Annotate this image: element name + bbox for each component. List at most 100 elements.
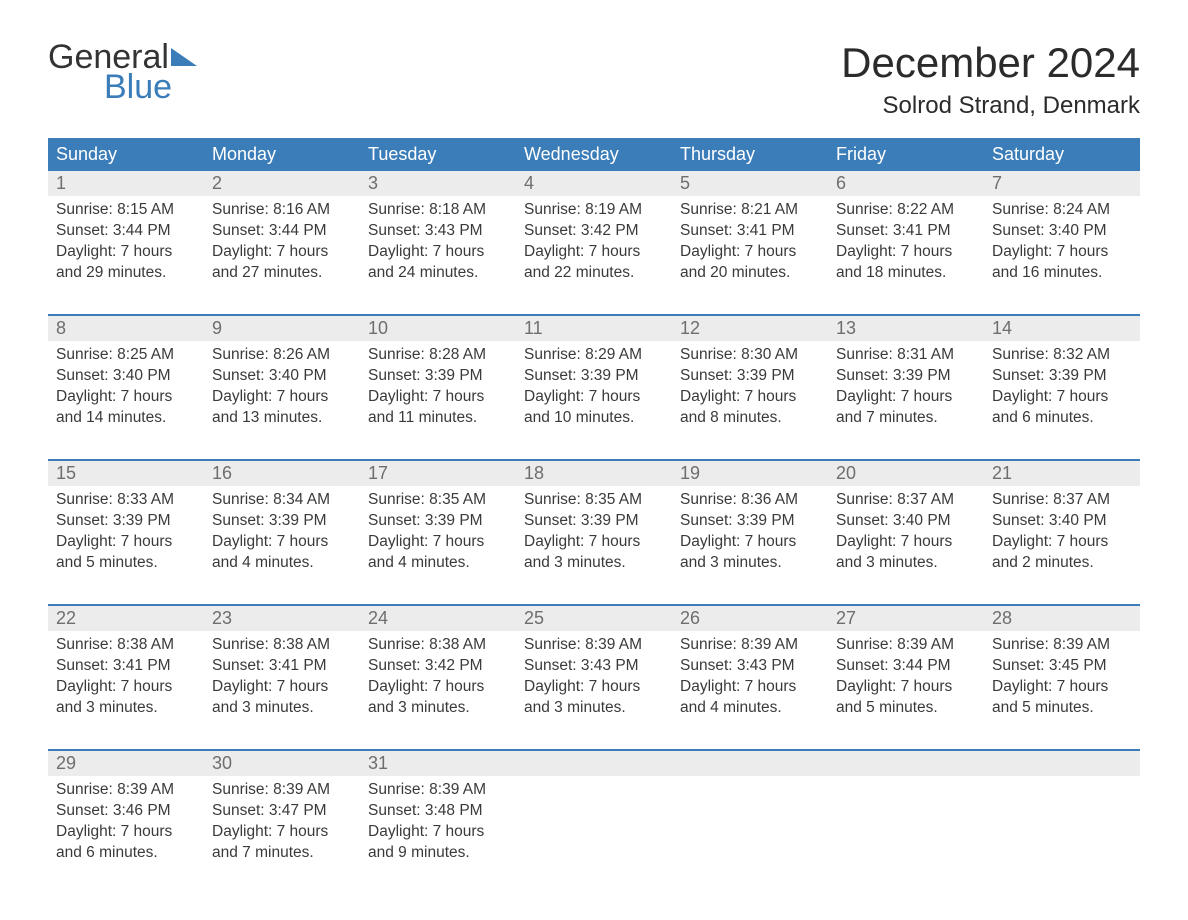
day-cell: Sunrise: 8:39 AMSunset: 3:47 PMDaylight:… (204, 776, 360, 880)
daylight-text-2: and 3 minutes. (524, 553, 664, 574)
day-number: 11 (516, 316, 672, 341)
daylight-text-2: and 18 minutes. (836, 263, 976, 284)
week-row: 1234567Sunrise: 8:15 AMSunset: 3:44 PMDa… (48, 171, 1140, 300)
day-number: 26 (672, 606, 828, 631)
sunset-text: Sunset: 3:41 PM (56, 656, 196, 677)
day-cell: Sunrise: 8:38 AMSunset: 3:42 PMDaylight:… (360, 631, 516, 735)
day-number: 20 (828, 461, 984, 486)
daylight-text-1: Daylight: 7 hours (836, 532, 976, 553)
day-cell-empty (984, 776, 1140, 880)
day-cell-empty (828, 776, 984, 880)
daylight-text-2: and 3 minutes. (524, 698, 664, 719)
sunrise-text: Sunrise: 8:26 AM (212, 345, 352, 366)
day-cell: Sunrise: 8:22 AMSunset: 3:41 PMDaylight:… (828, 196, 984, 300)
day-cell: Sunrise: 8:39 AMSunset: 3:43 PMDaylight:… (516, 631, 672, 735)
day-number: 16 (204, 461, 360, 486)
day-number: 4 (516, 171, 672, 196)
daylight-text-2: and 13 minutes. (212, 408, 352, 429)
sunrise-text: Sunrise: 8:35 AM (368, 490, 508, 511)
month-title: December 2024 (841, 40, 1140, 86)
day-cell: Sunrise: 8:39 AMSunset: 3:46 PMDaylight:… (48, 776, 204, 880)
daylight-text-2: and 4 minutes. (680, 698, 820, 719)
day-number (672, 751, 828, 776)
daylight-text-1: Daylight: 7 hours (212, 242, 352, 263)
sunset-text: Sunset: 3:40 PM (992, 221, 1132, 242)
day-number: 15 (48, 461, 204, 486)
sunset-text: Sunset: 3:39 PM (680, 366, 820, 387)
day-number: 30 (204, 751, 360, 776)
sunset-text: Sunset: 3:39 PM (680, 511, 820, 532)
sunset-text: Sunset: 3:47 PM (212, 801, 352, 822)
day-number: 13 (828, 316, 984, 341)
daylight-text-2: and 3 minutes. (56, 698, 196, 719)
daylight-text-1: Daylight: 7 hours (680, 677, 820, 698)
day-number (516, 751, 672, 776)
weekday-header: Thursday (672, 138, 828, 171)
sunrise-text: Sunrise: 8:39 AM (680, 635, 820, 656)
day-cell: Sunrise: 8:28 AMSunset: 3:39 PMDaylight:… (360, 341, 516, 445)
daylight-text-1: Daylight: 7 hours (56, 242, 196, 263)
daylight-text-1: Daylight: 7 hours (524, 387, 664, 408)
sunrise-text: Sunrise: 8:34 AM (212, 490, 352, 511)
day-cell: Sunrise: 8:16 AMSunset: 3:44 PMDaylight:… (204, 196, 360, 300)
daylight-text-1: Daylight: 7 hours (992, 242, 1132, 263)
week-row: 15161718192021Sunrise: 8:33 AMSunset: 3:… (48, 459, 1140, 590)
daylight-text-1: Daylight: 7 hours (56, 532, 196, 553)
day-number: 6 (828, 171, 984, 196)
weekday-header: Friday (828, 138, 984, 171)
daylight-text-2: and 29 minutes. (56, 263, 196, 284)
sunset-text: Sunset: 3:39 PM (368, 366, 508, 387)
day-number: 27 (828, 606, 984, 631)
daylight-text-2: and 5 minutes. (992, 698, 1132, 719)
sunset-text: Sunset: 3:39 PM (368, 511, 508, 532)
daynum-row: 1234567 (48, 171, 1140, 196)
day-cell: Sunrise: 8:24 AMSunset: 3:40 PMDaylight:… (984, 196, 1140, 300)
day-number: 8 (48, 316, 204, 341)
daylight-text-2: and 8 minutes. (680, 408, 820, 429)
daylight-text-2: and 11 minutes. (368, 408, 508, 429)
daynum-row: 891011121314 (48, 316, 1140, 341)
sunset-text: Sunset: 3:39 PM (56, 511, 196, 532)
weekday-header: Tuesday (360, 138, 516, 171)
header: General Blue December 2024 Solrod Strand… (48, 40, 1140, 120)
sunset-text: Sunset: 3:44 PM (212, 221, 352, 242)
daynum-row: 22232425262728 (48, 606, 1140, 631)
title-block: December 2024 Solrod Strand, Denmark (841, 40, 1140, 120)
day-number: 25 (516, 606, 672, 631)
sunset-text: Sunset: 3:42 PM (368, 656, 508, 677)
day-number: 28 (984, 606, 1140, 631)
day-cell: Sunrise: 8:38 AMSunset: 3:41 PMDaylight:… (48, 631, 204, 735)
daylight-text-1: Daylight: 7 hours (368, 242, 508, 263)
daylight-text-1: Daylight: 7 hours (56, 387, 196, 408)
daylight-text-2: and 6 minutes. (992, 408, 1132, 429)
day-number: 22 (48, 606, 204, 631)
daynum-row: 293031 (48, 751, 1140, 776)
day-cell: Sunrise: 8:31 AMSunset: 3:39 PMDaylight:… (828, 341, 984, 445)
day-cell-empty (516, 776, 672, 880)
daylight-text-2: and 7 minutes. (212, 843, 352, 864)
daylight-text-2: and 6 minutes. (56, 843, 196, 864)
day-cell: Sunrise: 8:26 AMSunset: 3:40 PMDaylight:… (204, 341, 360, 445)
day-number: 14 (984, 316, 1140, 341)
day-number: 23 (204, 606, 360, 631)
logo: General Blue (48, 40, 199, 104)
daylight-text-2: and 16 minutes. (992, 263, 1132, 284)
sunset-text: Sunset: 3:40 PM (56, 366, 196, 387)
day-cell: Sunrise: 8:37 AMSunset: 3:40 PMDaylight:… (984, 486, 1140, 590)
daylight-text-2: and 27 minutes. (212, 263, 352, 284)
sunset-text: Sunset: 3:44 PM (56, 221, 196, 242)
sunrise-text: Sunrise: 8:39 AM (524, 635, 664, 656)
daylight-text-2: and 3 minutes. (368, 698, 508, 719)
day-number: 1 (48, 171, 204, 196)
calendar: SundayMondayTuesdayWednesdayThursdayFrid… (48, 138, 1140, 880)
day-number: 18 (516, 461, 672, 486)
sunrise-text: Sunrise: 8:37 AM (992, 490, 1132, 511)
daylight-text-1: Daylight: 7 hours (836, 242, 976, 263)
sunset-text: Sunset: 3:41 PM (680, 221, 820, 242)
daylight-text-2: and 3 minutes. (680, 553, 820, 574)
sunset-text: Sunset: 3:41 PM (836, 221, 976, 242)
day-cell: Sunrise: 8:29 AMSunset: 3:39 PMDaylight:… (516, 341, 672, 445)
daylight-text-2: and 4 minutes. (212, 553, 352, 574)
daylight-text-1: Daylight: 7 hours (212, 532, 352, 553)
daylight-text-2: and 22 minutes. (524, 263, 664, 284)
